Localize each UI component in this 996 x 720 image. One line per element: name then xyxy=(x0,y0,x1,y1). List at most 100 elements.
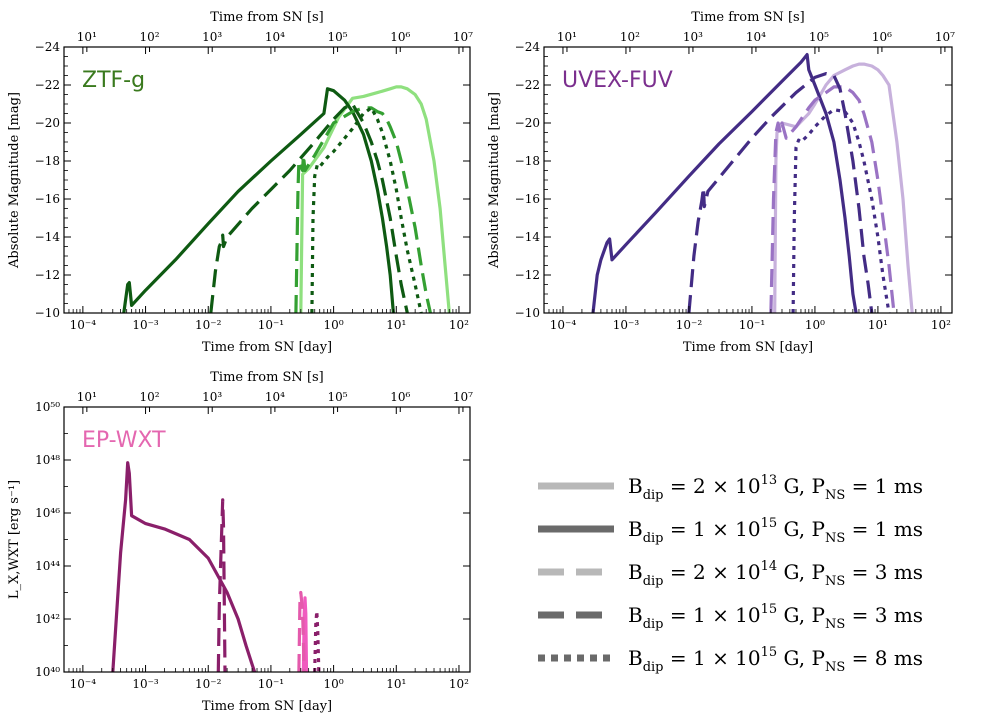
series-line-4 xyxy=(216,498,227,672)
x-tick-label: 10⁻³ xyxy=(132,677,159,691)
x-tick-label: 10⁰ xyxy=(805,318,825,332)
y-tick-label: −14 xyxy=(35,230,61,244)
y-tick-label: 10⁵⁰ xyxy=(35,400,60,414)
y-tick-label: −18 xyxy=(35,154,60,168)
y-tick-label: 10⁴⁴ xyxy=(35,559,60,573)
top-tick-label: 10⁵ xyxy=(809,30,829,44)
panel-label: UVEX-FUV xyxy=(562,68,673,93)
series-line-5 xyxy=(313,609,321,672)
top-tick-label: 10¹ xyxy=(77,390,97,404)
y-tick-label: −16 xyxy=(515,192,540,206)
x-tick-label: 10⁻³ xyxy=(613,318,640,332)
y-tick-label: −20 xyxy=(35,116,60,130)
top-tick-label: 10² xyxy=(620,30,640,44)
x-tick-label: 10⁻¹ xyxy=(258,677,284,691)
chart-panel-ztf-g: 10⁻⁴ 10⁻³ 10⁻² 10⁻¹ 10⁰ 10¹ 10² 10¹ 10² 10³ 10⁴ 10⁵… xyxy=(7,10,473,355)
series-line-5 xyxy=(310,106,423,313)
x-tick-label: 10⁻¹ xyxy=(258,318,284,332)
x-tick-label: 10² xyxy=(449,318,469,332)
x-tick-label: 10¹ xyxy=(386,318,406,332)
top-tick-label: 10⁷ xyxy=(935,30,955,44)
top-tick-label: 10¹ xyxy=(557,30,577,44)
x-tick-label: 10⁻¹ xyxy=(739,318,765,332)
x-tick-label: 10² xyxy=(449,677,469,691)
y-tick-label: 10⁴⁶ xyxy=(35,506,60,520)
y-tick-label: 10⁴² xyxy=(35,612,60,626)
y-tick-label: −20 xyxy=(515,116,540,130)
series-line-1 xyxy=(299,85,451,313)
x-tick-label: 10⁻² xyxy=(195,318,222,332)
y-tick-label: −16 xyxy=(35,192,60,206)
series-line-3 xyxy=(769,85,896,313)
top-tick-label: 10⁶ xyxy=(872,30,892,44)
y-axis-title: L_X,WXT [erg s⁻¹] xyxy=(7,480,22,599)
top-axis-title: Time from SN [s] xyxy=(210,10,324,25)
top-tick-label: 10⁶ xyxy=(390,30,410,44)
chart-panel-uvex-fuv: 10⁻⁴ 10⁻³ 10⁻² 10⁻¹ 10⁰ 10¹ 10² 10¹ 10² 10³ 10⁴ 10⁵… xyxy=(487,10,955,355)
series-group xyxy=(111,461,321,672)
legend-label-1: Bdip = 2 × 1013 G, PNS = 1 ms xyxy=(628,473,923,503)
top-tick-label: 10² xyxy=(139,390,159,404)
x-tick-label: 10¹ xyxy=(868,318,888,332)
series-line-4 xyxy=(209,102,409,313)
y-tick-label: −10 xyxy=(35,306,60,320)
x-tick-label: 10⁻⁴ xyxy=(70,677,97,691)
y-axis-title: Absolute Magnitude [mag] xyxy=(487,92,502,269)
series-line-4 xyxy=(687,71,874,313)
series-line-2 xyxy=(111,461,257,672)
series-line-1 xyxy=(773,62,914,313)
top-tick-label: 10³ xyxy=(202,390,222,404)
y-tick-label: −12 xyxy=(515,268,540,282)
x-tick-label: 10⁻⁴ xyxy=(70,318,97,332)
series-group xyxy=(591,52,914,313)
series-group xyxy=(122,85,451,313)
chart-panel-ep-wxt: 10⁻⁴ 10⁻³ 10⁻² 10⁻¹ 10⁰ 10¹ 10² 10¹ 10² 10³ 10⁴ 10⁵… xyxy=(7,370,473,714)
series-line-3 xyxy=(294,106,432,313)
y-tick-label: −18 xyxy=(515,154,540,168)
x-axis-title: Time from SN [day] xyxy=(202,340,332,355)
top-tick-label: 10⁵ xyxy=(328,30,348,44)
legend-label-2: Bdip = 1 × 1015 G, PNS = 1 ms xyxy=(628,516,923,546)
x-tick-label: 10² xyxy=(931,318,951,332)
y-tick-label: 10⁴⁸ xyxy=(35,453,60,467)
series-line-1 xyxy=(301,596,309,672)
top-tick-label: 10¹ xyxy=(77,30,97,44)
series-line-2 xyxy=(122,87,395,313)
x-tick-label: 10⁻² xyxy=(676,318,703,332)
x-axis-title: Time from SN [day] xyxy=(202,699,332,714)
y-tick-label: −24 xyxy=(35,40,61,54)
x-tick-label: 10⁰ xyxy=(324,318,344,332)
top-tick-label: 10³ xyxy=(683,30,703,44)
legend: Bdip = 2 × 1013 G, PNS = 1 ms Bdip = 1 × … xyxy=(538,473,923,675)
x-tick-label: 10¹ xyxy=(386,677,406,691)
series-line-5 xyxy=(791,108,891,313)
x-axis-title: Time from SN [day] xyxy=(683,340,813,355)
series-line-2 xyxy=(591,52,858,313)
legend-label-4: Bdip = 1 × 1015 G, PNS = 3 ms xyxy=(628,602,923,632)
series-line-3 xyxy=(297,590,306,672)
x-tick-label: 10⁰ xyxy=(324,677,344,691)
top-tick-label: 10⁴ xyxy=(265,390,285,404)
y-tick-label: −12 xyxy=(35,268,60,282)
panel-label: EP-WXT xyxy=(82,428,166,453)
y-tick-label: −10 xyxy=(515,306,540,320)
top-tick-label: 10² xyxy=(139,30,159,44)
y-axis-title: Absolute Magnitude [mag] xyxy=(7,92,22,269)
top-tick-label: 10⁷ xyxy=(453,390,473,404)
y-tick-label: −14 xyxy=(515,230,541,244)
x-tick-label: 10⁻² xyxy=(195,677,222,691)
y-tick-label: −22 xyxy=(515,78,540,92)
y-tick-label: 10⁴⁰ xyxy=(35,665,60,679)
y-tick-label: −22 xyxy=(35,78,60,92)
legend-label-3: Bdip = 2 × 1014 G, PNS = 3 ms xyxy=(628,559,923,589)
top-tick-label: 10⁴ xyxy=(265,30,285,44)
top-tick-label: 10³ xyxy=(202,30,222,44)
top-axis-title: Time from SN [s] xyxy=(210,370,324,385)
x-tick-label: 10⁻³ xyxy=(132,318,159,332)
top-axis-title: Time from SN [s] xyxy=(691,10,805,25)
panel-label: ZTF-g xyxy=(82,68,145,93)
y-tick-label: −24 xyxy=(515,40,541,54)
top-tick-label: 10⁵ xyxy=(328,390,348,404)
top-tick-label: 10⁷ xyxy=(453,30,473,44)
